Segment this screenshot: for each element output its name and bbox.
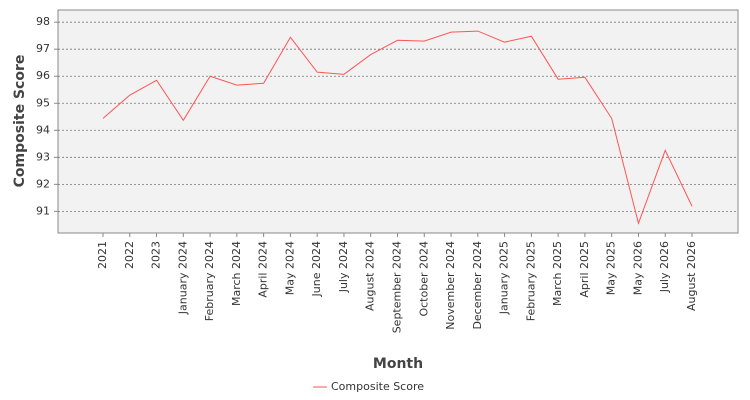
y-tick-label: 96 [36, 69, 50, 82]
x-tick-label: June 2024 [310, 241, 323, 297]
y-axis-title: Composite Score [12, 55, 28, 188]
x-tick-label: November 2024 [444, 241, 457, 330]
x-tick-label: April 2024 [257, 241, 270, 298]
legend-label: Composite Score [331, 380, 424, 393]
x-tick-label: March 2025 [551, 241, 564, 306]
y-tick-label: 95 [36, 96, 50, 109]
x-tick-label: April 2025 [578, 241, 591, 298]
x-tick-label: May 2026 [631, 241, 644, 295]
x-tick-label: October 2024 [417, 241, 430, 317]
y-tick-label: 91 [36, 204, 50, 217]
x-tick-label: 2021 [96, 241, 109, 269]
x-tick-label: February 2025 [524, 241, 537, 321]
y-tick-label: 93 [36, 150, 50, 163]
x-tick-label: July 2024 [337, 241, 350, 293]
line [102, 30, 693, 225]
x-tick-label: January 2024 [176, 241, 189, 315]
x-tick-label: May 2024 [283, 241, 296, 295]
x-tick-label: 2023 [150, 241, 163, 269]
y-tick-label: 92 [36, 177, 50, 190]
x-tick-label: May 2025 [605, 241, 618, 295]
y-tick-label: 98 [36, 15, 50, 28]
y-tick-label: 94 [36, 123, 50, 136]
x-tick-label: July 2026 [658, 241, 671, 293]
x-tick-label: February 2024 [203, 241, 216, 321]
x-tick-label: August 2026 [685, 241, 698, 311]
x-tick-label: September 2024 [391, 241, 404, 333]
x-axis-title: Month [373, 356, 423, 372]
y-tick-label: 97 [36, 42, 50, 55]
x-tick-label: August 2024 [364, 241, 377, 311]
x-tick-label: March 2024 [230, 241, 243, 306]
x-tick-label: 2022 [123, 241, 136, 269]
plot-area [57, 9, 739, 234]
x-tick-label: January 2025 [498, 241, 511, 315]
x-tick-label: December 2024 [471, 241, 484, 330]
